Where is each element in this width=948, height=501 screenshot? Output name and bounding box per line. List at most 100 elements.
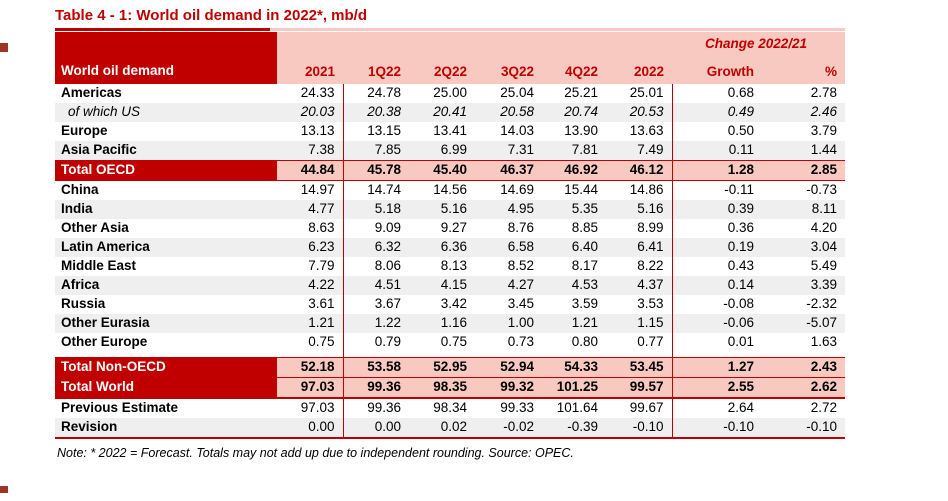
value-cell: 2.55 bbox=[672, 377, 762, 399]
value-cell: -0.06 bbox=[672, 314, 762, 333]
value-cell: 101.64 bbox=[542, 398, 606, 418]
value-cell: 44.84 bbox=[277, 160, 344, 181]
value-cell: 5.16 bbox=[606, 200, 673, 219]
spacer-row bbox=[55, 352, 845, 358]
table-row: Total Non-OECD 52.18 53.58 52.95 52.94 54.33 5… bbox=[55, 357, 845, 378]
row-label: Total Non-OECD bbox=[55, 357, 277, 378]
row-label: Americas bbox=[55, 84, 277, 103]
table-row: Total OECD 44.84 45.78 45.40 46.37 46.92 46.12… bbox=[55, 160, 845, 181]
value-cell: 5.35 bbox=[542, 200, 606, 219]
value-cell: 0.39 bbox=[672, 200, 762, 219]
value-cell: 4.51 bbox=[343, 276, 409, 295]
value-cell: 2.62 bbox=[762, 377, 845, 399]
value-cell: 45.40 bbox=[409, 160, 475, 181]
value-cell bbox=[409, 352, 475, 358]
value-cell: 8.17 bbox=[542, 257, 606, 276]
value-cell: 8.13 bbox=[409, 257, 475, 276]
value-cell: 14.86 bbox=[606, 180, 673, 200]
value-cell: 2.78 bbox=[762, 84, 845, 103]
row-label: Middle East bbox=[55, 257, 277, 276]
value-cell: 5.49 bbox=[762, 257, 845, 276]
value-cell: 7.31 bbox=[475, 141, 542, 161]
value-cell: 46.92 bbox=[542, 160, 606, 181]
value-cell: 0.79 bbox=[343, 333, 409, 352]
value-cell bbox=[606, 352, 673, 358]
value-cell: -0.02 bbox=[475, 418, 542, 439]
value-cell: 13.63 bbox=[606, 122, 673, 141]
value-cell: 14.56 bbox=[409, 180, 475, 200]
row-label: Other Europe bbox=[55, 333, 277, 352]
value-cell: 1.21 bbox=[277, 314, 344, 333]
oil-demand-table: World oil demand Change 2022/21 2021 1Q2… bbox=[55, 32, 845, 439]
table-row: of which US 20.03 20.38 20.41 20.58 20.74 20.5… bbox=[55, 103, 845, 122]
value-cell: 6.32 bbox=[343, 238, 409, 257]
column-header-1q22: 1Q22 bbox=[343, 56, 409, 84]
value-cell: 8.63 bbox=[277, 219, 344, 238]
value-cell: 0.49 bbox=[672, 103, 762, 122]
row-header-title: World oil demand bbox=[55, 32, 277, 84]
value-cell: 4.95 bbox=[475, 200, 542, 219]
row-label: Other Eurasia bbox=[55, 314, 277, 333]
value-cell: 4.20 bbox=[762, 219, 845, 238]
value-cell: 6.40 bbox=[542, 238, 606, 257]
value-cell: 20.53 bbox=[606, 103, 673, 122]
table-row: Previous Estimate 97.03 99.36 98.34 99.33 101… bbox=[55, 398, 845, 418]
value-cell: 99.36 bbox=[343, 398, 409, 418]
value-cell: -0.11 bbox=[672, 180, 762, 200]
table-row: Americas 24.33 24.78 25.00 25.04 25.21 25.01 0.… bbox=[55, 84, 845, 103]
page-edge-mark-bottom bbox=[0, 486, 8, 493]
change-2022-21-header: Change 2022/21 bbox=[672, 32, 845, 56]
column-header-4q22: 4Q22 bbox=[542, 56, 606, 84]
value-cell: -0.10 bbox=[672, 418, 762, 439]
value-cell: 3.45 bbox=[475, 295, 542, 314]
table-title: Table 4 - 1: World oil demand in 2022*, … bbox=[55, 7, 368, 24]
title-underline bbox=[55, 28, 845, 31]
value-cell: 52.18 bbox=[277, 357, 344, 378]
column-header-percent: % bbox=[762, 56, 845, 84]
value-cell: 20.38 bbox=[343, 103, 409, 122]
value-cell: 1.15 bbox=[606, 314, 673, 333]
value-cell: 4.53 bbox=[542, 276, 606, 295]
row-label: Asia Pacific bbox=[55, 141, 277, 161]
value-cell: 13.13 bbox=[277, 122, 344, 141]
value-cell: 8.85 bbox=[542, 219, 606, 238]
value-cell: 53.45 bbox=[606, 357, 673, 378]
column-header-2021: 2021 bbox=[277, 56, 343, 84]
header-spacer bbox=[542, 32, 606, 56]
value-cell: 13.41 bbox=[409, 122, 475, 141]
value-cell: 24.33 bbox=[277, 84, 344, 103]
row-label: Revision bbox=[55, 418, 277, 439]
value-cell: 8.06 bbox=[343, 257, 409, 276]
row-label: Russia bbox=[55, 295, 277, 314]
value-cell: 0.50 bbox=[672, 122, 762, 141]
value-cell: 13.15 bbox=[343, 122, 409, 141]
value-cell: 3.53 bbox=[606, 295, 673, 314]
value-cell: 6.23 bbox=[277, 238, 344, 257]
header-columns-row: 2021 1Q22 2Q22 3Q22 4Q22 2022 Growth % bbox=[55, 56, 845, 84]
value-cell: 14.03 bbox=[475, 122, 542, 141]
value-cell: 97.03 bbox=[277, 377, 344, 399]
value-cell: 2.46 bbox=[762, 103, 845, 122]
value-cell: 14.69 bbox=[475, 180, 542, 200]
table-row: Africa 4.22 4.51 4.15 4.27 4.53 4.37 0.14 3.39 bbox=[55, 276, 845, 295]
value-cell: 25.01 bbox=[606, 84, 673, 103]
value-cell: 1.27 bbox=[672, 357, 762, 378]
table-row: Revision 0.00 0.00 0.02 -0.02 -0.39 -0.10 -0.10… bbox=[55, 418, 845, 439]
value-cell: 8.99 bbox=[606, 219, 673, 238]
value-cell: 52.94 bbox=[475, 357, 542, 378]
table-row: Russia 3.61 3.67 3.42 3.45 3.59 3.53 -0.08 -2.32 bbox=[55, 295, 845, 314]
row-label: Africa bbox=[55, 276, 277, 295]
row-label: Total OECD bbox=[55, 160, 277, 181]
value-cell bbox=[542, 352, 606, 358]
value-cell: 20.41 bbox=[409, 103, 475, 122]
row-label: Total World bbox=[55, 377, 277, 399]
value-cell: -0.08 bbox=[672, 295, 762, 314]
value-cell: 0.68 bbox=[672, 84, 762, 103]
value-cell: 8.52 bbox=[475, 257, 542, 276]
value-cell: 99.57 bbox=[606, 377, 673, 399]
value-cell bbox=[277, 352, 344, 358]
value-cell: 0.02 bbox=[409, 418, 475, 439]
value-cell: 46.37 bbox=[475, 160, 542, 181]
page-edge-mark-top bbox=[0, 43, 8, 52]
table-row: Middle East 7.79 8.06 8.13 8.52 8.17 8.22 0.43 5… bbox=[55, 257, 845, 276]
